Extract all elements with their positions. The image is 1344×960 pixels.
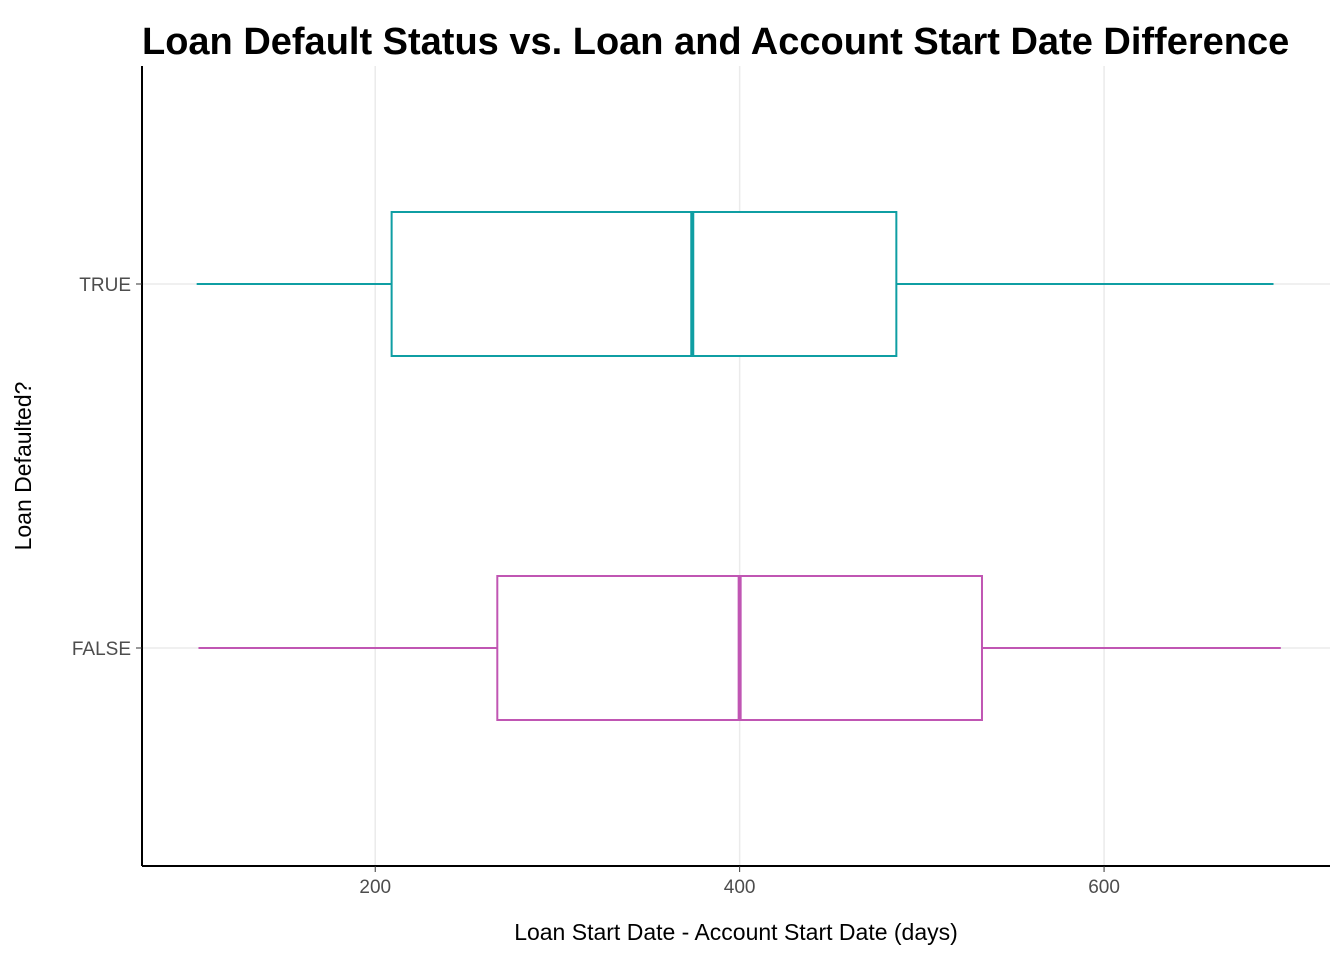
x-tick-label: 600 xyxy=(1088,877,1120,898)
tick-labels: 200 400 600 TRUE FALSE xyxy=(72,275,1120,898)
chart-title: Loan Default Status vs. Loan and Account… xyxy=(142,21,1289,63)
x-tick-label: 200 xyxy=(359,877,391,898)
box-true xyxy=(390,211,898,357)
y-tick-label: FALSE xyxy=(72,639,131,660)
y-axis-title: Loan Defaulted? xyxy=(10,382,36,551)
x-tick-label: 400 xyxy=(724,877,756,898)
grid-lines xyxy=(142,66,1330,866)
x-axis-title: Loan Start Date - Account Start Date (da… xyxy=(514,919,958,945)
boxes xyxy=(196,211,1281,721)
y-tick-label: TRUE xyxy=(79,275,131,296)
